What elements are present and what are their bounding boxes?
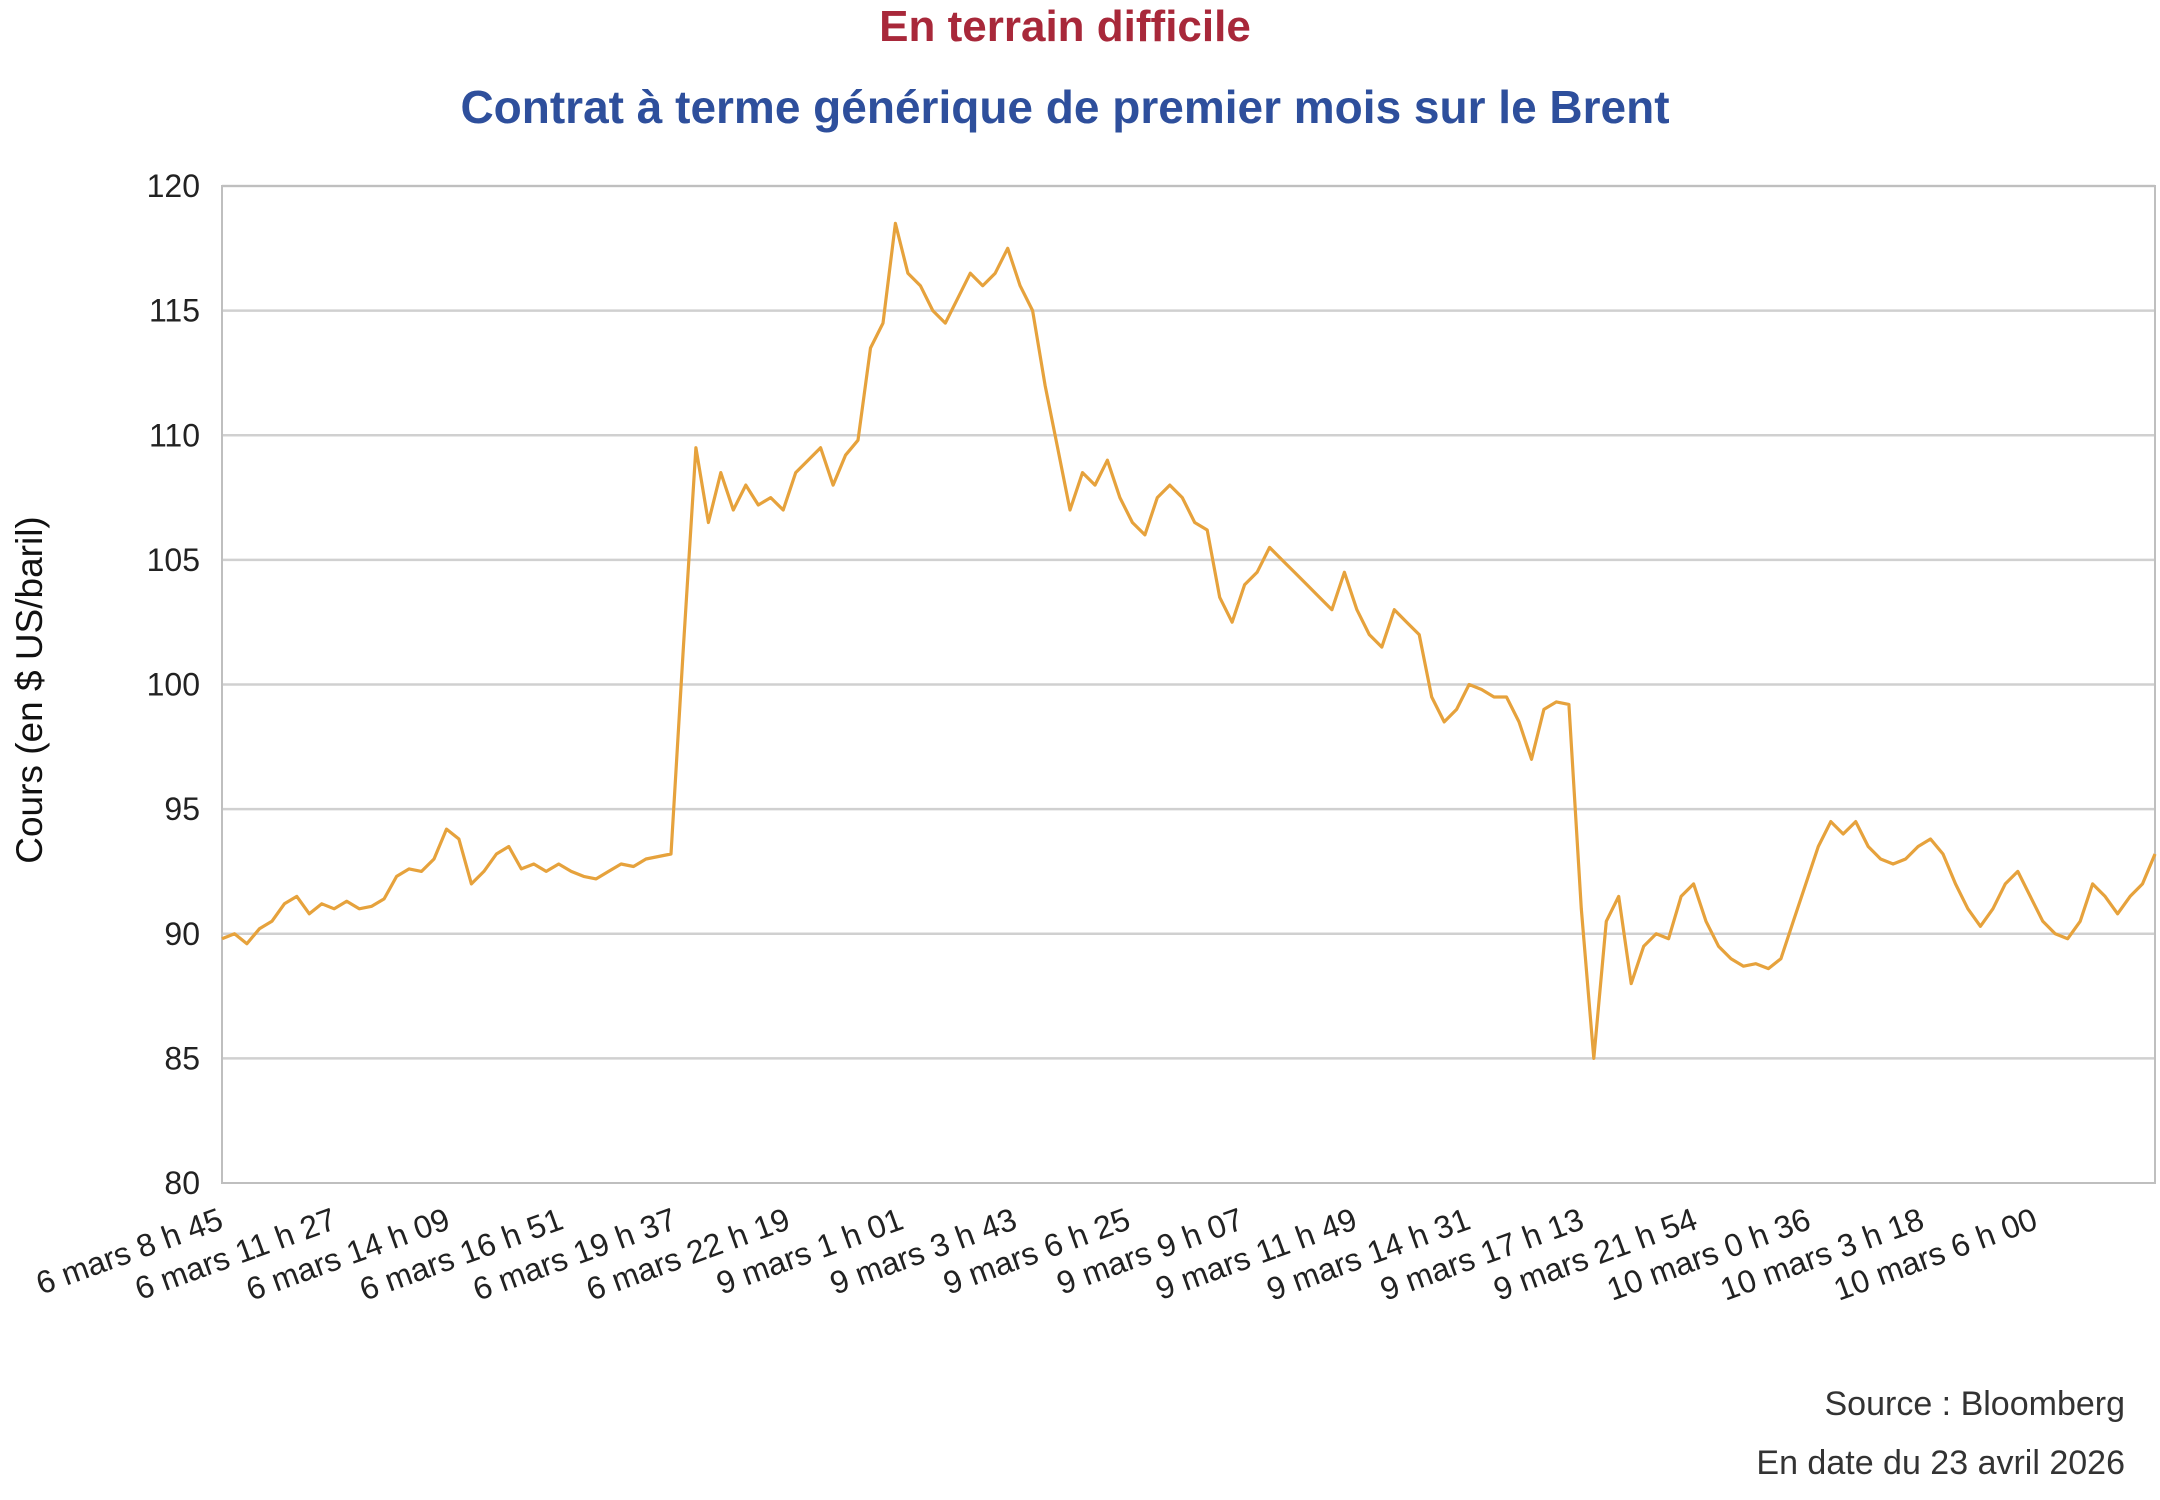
y-tick-label: 95: [164, 791, 200, 827]
y-tick-label: 90: [164, 916, 200, 952]
chart-title: En terrain difficile: [879, 2, 1251, 51]
y-axis-ticks: 80 85 90 95 100 105 110 115 120: [147, 168, 200, 1201]
brent-price-line: [221, 221, 2157, 1061]
y-tick-label: 120: [147, 168, 200, 204]
x-axis-ticks: 6 mars 8 h 456 mars 11 h 276 mars 14 h 0…: [31, 1201, 2042, 1308]
y-tick-label: 80: [164, 1165, 200, 1201]
y-axis-label: Cours (en $ US/baril): [9, 516, 50, 864]
y-tick-label: 100: [147, 667, 200, 703]
date-note: En date du 23 avril 2026: [1756, 1444, 2125, 1482]
y-tick-label: 110: [149, 417, 200, 453]
y-tick-label: 85: [164, 1040, 200, 1076]
y-tick-label: 115: [149, 293, 200, 329]
y-tick-label: 105: [147, 542, 200, 578]
plot-frame: [221, 185, 2156, 1184]
chart-subtitle: Contrat à terme générique de premier moi…: [460, 81, 1670, 133]
source-note: Source : Bloomberg: [1824, 1385, 2126, 1423]
gridlines: [222, 184, 2155, 1060]
